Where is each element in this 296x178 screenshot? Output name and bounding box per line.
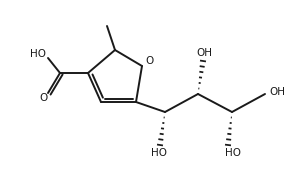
Text: HO: HO: [151, 148, 167, 158]
Text: O: O: [145, 56, 153, 66]
Text: OH: OH: [269, 87, 285, 97]
Text: O: O: [39, 93, 47, 103]
Text: HO: HO: [30, 49, 46, 59]
Text: OH: OH: [196, 48, 212, 58]
Text: HO: HO: [225, 148, 241, 158]
